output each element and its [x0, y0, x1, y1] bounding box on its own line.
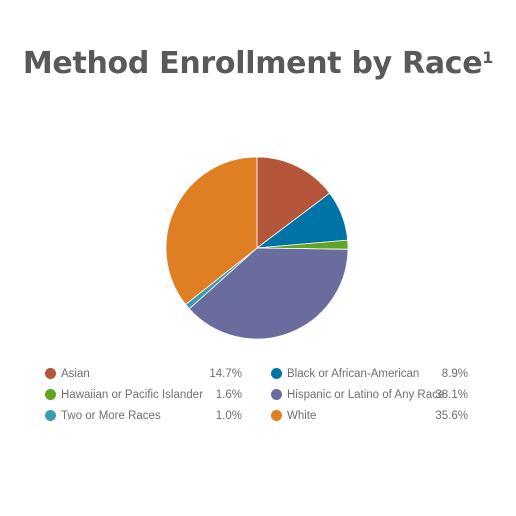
legend-label-hispanic: Hispanic or Latino of Any Race	[287, 389, 445, 401]
legend-label-two-or-more: Two or More Races	[61, 410, 161, 422]
legend-swatch-black	[271, 368, 282, 379]
legend-label-white: White	[287, 410, 317, 422]
legend-label-asian: Asian	[61, 368, 90, 380]
legend-item-two-or-more: Two or More Races 1.0%	[45, 408, 242, 424]
legend-swatch-hawaiian	[45, 389, 56, 400]
legend-value-asian: 14.7%	[209, 368, 242, 380]
legend-label-black: Black or African-American	[287, 368, 420, 380]
legend-item-hispanic: Hispanic or Latino of Any Race 38.1%	[271, 387, 468, 403]
legend-value-black: 8.9%	[441, 368, 468, 380]
pie-slice-hispanic-or-latino-of-any-race	[188, 247, 349, 340]
pie-slice-white	[165, 156, 258, 305]
legend-item-white: White 35.6%	[271, 408, 468, 424]
legend-value-hawaiian: 1.6%	[215, 389, 242, 401]
pie-slice-asian	[256, 156, 331, 249]
legend-value-two-or-more: 1.0%	[215, 410, 242, 422]
legend-item-black: Black or African-American 8.9%	[271, 366, 468, 382]
legend-value-hispanic: 38.1%	[435, 389, 468, 401]
chart-title: Method Enrollment by Race1	[0, 46, 516, 81]
chart-title-text: Method Enrollment by Race	[22, 46, 483, 81]
legend-label-hawaiian: Hawaiian or Pacific Islander	[61, 389, 203, 401]
legend-item-asian: Asian 14.7%	[45, 366, 242, 382]
title-footnote-marker: 1	[482, 48, 494, 67]
legend-swatch-asian	[45, 368, 56, 379]
legend-item-hawaiian: Hawaiian or Pacific Islander 1.6%	[45, 387, 242, 403]
legend-swatch-hispanic	[271, 389, 282, 400]
legend-swatch-two-or-more	[45, 410, 56, 421]
legend-value-white: 35.6%	[435, 410, 468, 422]
legend-swatch-white	[271, 410, 282, 421]
